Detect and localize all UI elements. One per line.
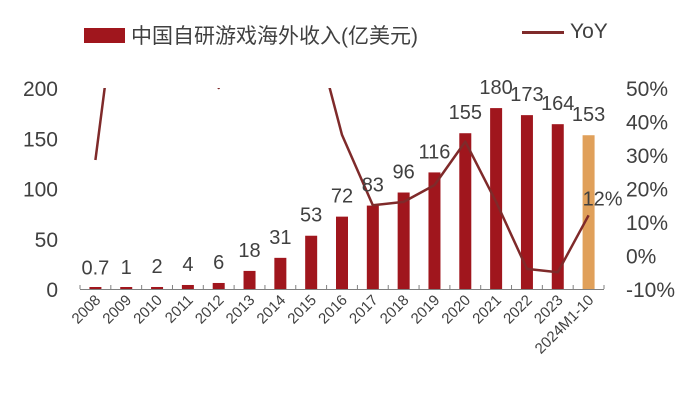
legend-bar-swatch	[84, 27, 125, 43]
bar-value-label: 164	[541, 93, 574, 115]
x-tick-label: 2017	[346, 292, 382, 328]
bar-value-label: 116	[419, 141, 451, 163]
yoy-line	[94, 88, 590, 274]
bar-value-label: 1	[121, 257, 132, 279]
bar-value-label: 155	[449, 102, 482, 124]
x-tick-label: 2014	[254, 292, 290, 328]
bar-value-label: 180	[479, 77, 512, 99]
bar-value-label: 4	[182, 254, 193, 276]
legend-item-revenue: 中国自研游戏海外收入(亿美元)	[84, 20, 418, 50]
x-tick-label: 2016	[315, 292, 351, 328]
bar-series	[89, 108, 595, 290]
right-tick-label: -10%	[626, 279, 675, 302]
bar	[305, 235, 318, 289]
bar	[397, 192, 410, 289]
x-tick-label: 2020	[439, 292, 475, 328]
yoy-annotation-label: 12%	[583, 188, 623, 210]
left-tick-label: 100	[23, 179, 58, 202]
bar	[274, 257, 287, 289]
x-tick-label: 2018	[377, 292, 413, 328]
x-tick-label: 2013	[223, 292, 259, 328]
bar	[582, 135, 595, 289]
bar	[151, 286, 164, 289]
bar-value-label: 0.7	[82, 257, 110, 279]
bar	[181, 284, 194, 289]
bar-value-label: 96	[393, 162, 415, 184]
bar-value-label: 153	[572, 104, 605, 126]
bar-value-label: 6	[213, 252, 224, 274]
yoy-line-series	[94, 88, 590, 274]
bar	[459, 133, 472, 289]
right-tick-label: 10%	[626, 212, 668, 235]
x-tick-label: 2011	[162, 292, 197, 327]
legend-item-yoy: YoY	[522, 20, 608, 44]
left-tick-label: 0	[46, 279, 58, 302]
right-tick-label: 0%	[626, 246, 656, 269]
bar-value-label: 2	[151, 256, 162, 278]
x-tick-label: 2022	[500, 292, 536, 328]
bar-value-label: 173	[510, 84, 543, 106]
bar	[89, 287, 102, 289]
legend-yoy-label: YoY	[570, 20, 608, 43]
x-axis: 2008200920102011201220132014201520162017…	[69, 285, 605, 357]
bar-value-label: 72	[331, 186, 353, 208]
bar-value-label: 31	[269, 227, 291, 249]
left-tick-label: 50	[35, 229, 58, 252]
bar-value-label: 18	[238, 240, 260, 262]
bar	[120, 287, 133, 289]
bar-value-label: 83	[362, 175, 384, 197]
bar	[551, 124, 564, 290]
x-tick-label: 2019	[408, 292, 444, 328]
right-tick-label: 50%	[626, 78, 668, 101]
right-tick-label: 30%	[626, 145, 668, 168]
bar	[336, 216, 348, 289]
bar	[212, 282, 225, 289]
legend-line-swatch	[522, 30, 564, 34]
x-tick-label: 2012	[192, 292, 228, 328]
x-tick-label: 2010	[130, 292, 166, 328]
left-tick-label: 200	[23, 78, 58, 101]
left-axis: 0 50 100 150 200	[23, 78, 58, 302]
x-tick-label: 2008	[69, 292, 105, 328]
bar-value-label: 53	[300, 205, 322, 227]
right-tick-label: 20%	[626, 179, 668, 202]
bar	[520, 115, 533, 289]
x-tick-label: 2021	[469, 292, 505, 328]
legend-revenue-label: 中国自研游戏海外收入(亿美元)	[131, 25, 418, 48]
x-tick-label: 2015	[284, 292, 320, 328]
bar	[366, 205, 379, 289]
left-tick-label: 150	[23, 128, 58, 151]
bar	[428, 172, 441, 289]
chart-legend: 中国自研游戏海外收入(亿美元) YoY	[0, 20, 700, 54]
bar	[490, 108, 503, 289]
bar	[243, 270, 256, 289]
right-axis: -10% 0% 10% 20% 30% 40% 50%	[626, 78, 675, 302]
right-tick-label: 40%	[626, 112, 668, 135]
x-tick-label: 2009	[99, 292, 135, 328]
